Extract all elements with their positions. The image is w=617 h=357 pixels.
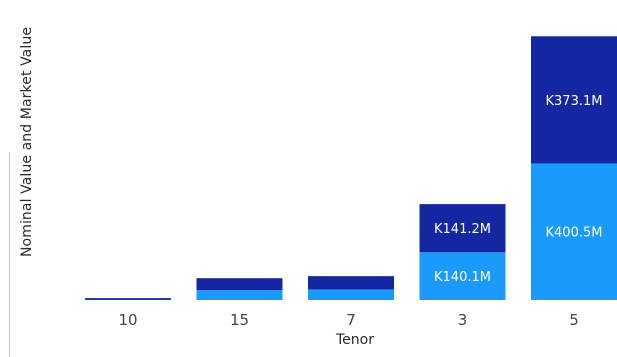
bar-segment[interactable]	[196, 290, 283, 300]
bar-segment[interactable]	[308, 276, 394, 290]
data-label: K400.5M	[546, 226, 603, 241]
bar-segment[interactable]	[531, 163, 617, 300]
bar-segment[interactable]	[85, 298, 171, 300]
data-label: K141.2M	[434, 222, 491, 237]
x-tick-label: 5	[569, 311, 579, 329]
bar-segment[interactable]	[419, 252, 506, 300]
x-tick-label: 15	[230, 311, 249, 329]
bar-segment[interactable]	[308, 289, 394, 300]
left-panel-edge	[0, 152, 10, 357]
x-tick-label: 10	[118, 311, 137, 329]
x-axis-label: Tenor	[336, 332, 374, 348]
data-label: K373.1M	[546, 94, 603, 109]
data-label: K140.1M	[434, 270, 491, 285]
bar-segment[interactable]	[196, 278, 283, 291]
bar-segment[interactable]	[419, 204, 506, 253]
x-tick-label: 3	[458, 311, 468, 329]
bar-segment[interactable]	[531, 36, 617, 164]
x-tick-label: 7	[346, 311, 356, 329]
